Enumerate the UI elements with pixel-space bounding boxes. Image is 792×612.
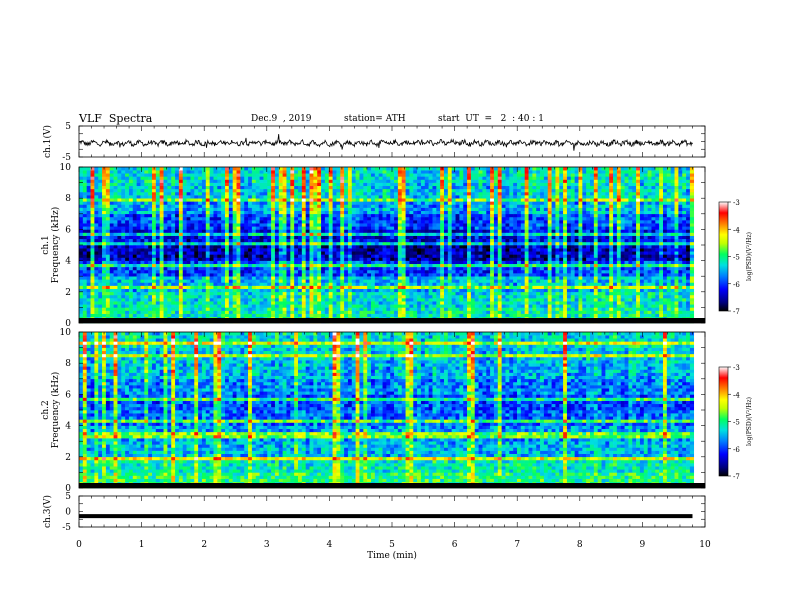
ch1-waveform-y-ticks <box>79 125 705 158</box>
station-label: station= ATH <box>344 114 406 124</box>
ch1-spectrogram-tick-label: 4 <box>65 257 71 267</box>
date-label: Dec.9 , 2019 <box>251 114 312 124</box>
ch2-spectrogram-colorbar-tick-label: -4 <box>733 391 740 399</box>
ch1-spectrogram-colorbar-tick-label: -4 <box>733 226 740 234</box>
x-axis-label: Time (min) <box>367 550 417 561</box>
ch1-spectrogram-colorbar-tick-label: -6 <box>733 281 740 289</box>
ch2-spectrogram-colorbar-label: log(PSD)(V²/Hz) <box>746 397 753 446</box>
ch2-spectrogram-heatmap <box>79 332 695 489</box>
ch3-waveform-y-ticks <box>79 495 705 528</box>
x-tick-label: 8 <box>577 540 583 550</box>
ch2-spectrogram-tick-label: 8 <box>65 359 71 369</box>
ch3-waveform-tick-label: 0 <box>65 508 71 518</box>
ch2-spectrogram-tick-label: 4 <box>65 422 71 432</box>
x-tick-label: 1 <box>139 540 145 550</box>
figure-title: VLF Spectra <box>79 112 153 125</box>
ch1-spectrogram-channel-label: ch.1 <box>41 235 51 254</box>
ch2-spectrogram-colorbar-tick-label: -3 <box>733 364 740 372</box>
ch1-spectrogram-colorbar-tick-label: -7 <box>733 308 740 316</box>
ch1-waveform-ylabel: ch.1(V) <box>42 125 53 158</box>
ch2-spectrogram-tick-label: 0 <box>65 484 71 494</box>
ch1-waveform-tick-label: -5 <box>62 153 71 163</box>
ch1-spectrogram-colorbar-tick-label: -3 <box>733 199 740 207</box>
ch2-spectrogram-colorbar <box>718 366 729 477</box>
ch2-spectrogram-y-ticks <box>79 331 705 489</box>
x-tick-label: 4 <box>327 540 333 550</box>
ch1-spectrogram-tick-label: 0 <box>65 319 71 329</box>
ch1-spectrogram-tick-label: 10 <box>60 163 72 173</box>
x-tick-label: 3 <box>264 540 270 550</box>
x-tick-label: 2 <box>201 540 207 550</box>
ch3-waveform-ylabel: ch.3(V) <box>42 495 53 528</box>
x-tick-label: 10 <box>699 540 711 550</box>
ch1-spectrogram-colorbar <box>718 201 729 312</box>
ch1-spectrogram-colorbar-tick-label: -5 <box>733 254 740 262</box>
x-tick-label: 0 <box>76 540 82 550</box>
x-tick-label: 9 <box>640 540 646 550</box>
ch1-spectrogram-colorbar-label: log(PSD)(V²/Hz) <box>746 232 753 281</box>
ch1-spectrogram-ylabel: Frequency (kHz) <box>50 207 61 284</box>
ch2-spectrogram-colorbar-tick-label: -6 <box>733 446 740 454</box>
x-minor-ticks <box>78 496 706 527</box>
ch2-spectrogram-colorbar-tick-label: -5 <box>733 419 740 427</box>
x-tick-label: 7 <box>514 540 520 550</box>
ch3-waveform-tick-label: 5 <box>65 492 71 502</box>
x-minor-ticks <box>78 126 706 157</box>
x-minor-ticks <box>78 332 706 488</box>
ch1-spectrogram-tick-label: 2 <box>65 288 71 298</box>
ch3-waveform-tick-label: -5 <box>62 523 71 533</box>
x-minor-ticks <box>78 167 706 323</box>
ch1-spectrogram-tick-label: 8 <box>65 194 71 204</box>
ch2-spectrogram-tick-label: 6 <box>65 390 71 400</box>
ch2-spectrogram-channel-label: ch.2 <box>41 400 51 419</box>
start-ut-label: start UT = 2 : 40 : 1 <box>438 114 544 124</box>
ch1-spectrogram-tick-label: 6 <box>65 225 71 235</box>
ch1-spectrogram-y-ticks <box>79 166 705 324</box>
ch2-spectrogram-ylabel: Frequency (kHz) <box>50 372 61 449</box>
x-tick-label: 6 <box>452 540 458 550</box>
ch1-spectrogram-heatmap <box>79 167 695 324</box>
x-tick-label: 5 <box>389 540 395 550</box>
ch2-spectrogram-colorbar-tick-label: -7 <box>733 473 740 481</box>
ch1-waveform-tick-label: 5 <box>65 122 71 132</box>
ch2-spectrogram-tick-label: 10 <box>60 328 72 338</box>
ch1-waveform-trace <box>78 134 693 151</box>
ch2-spectrogram-tick-label: 2 <box>65 453 71 463</box>
